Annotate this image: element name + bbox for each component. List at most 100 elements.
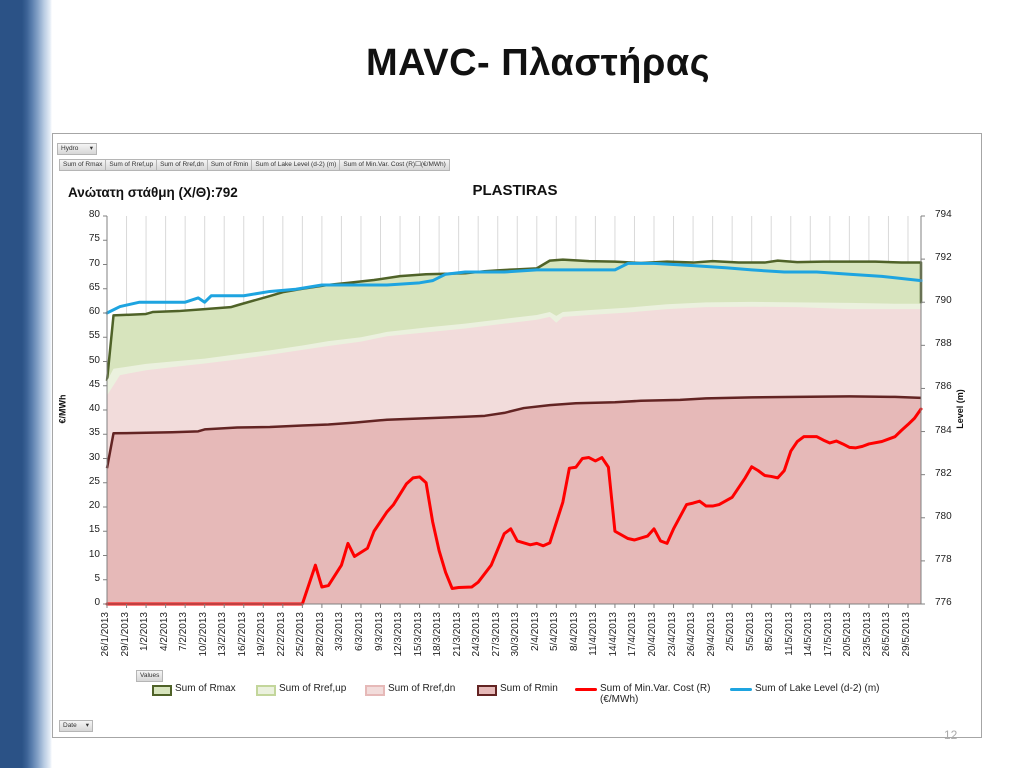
max-level-caption: Ανώτατη στάθμη (Χ/Θ):792 bbox=[68, 185, 238, 200]
y2-tick-label: 794 bbox=[935, 209, 952, 220]
x-tick-label: 24/3/2013 bbox=[471, 612, 483, 657]
legend-label: Sum of Rref,up bbox=[279, 683, 347, 694]
x-tick-label: 20/5/2013 bbox=[842, 612, 854, 657]
x-tick-label: 17/5/2013 bbox=[822, 612, 834, 657]
pivot-field-2[interactable]: Sum of Rref,dn bbox=[156, 159, 207, 171]
legend-label: Sum of Rref,dn bbox=[388, 683, 456, 694]
y-tick-label: 55 bbox=[88, 330, 100, 342]
y-tick-label: 5 bbox=[94, 572, 100, 584]
pivot-field-4[interactable]: Sum of Lake Level (d-2) (m) bbox=[251, 159, 340, 171]
slide-title: MAVC- Πλαστήρας bbox=[365, 42, 711, 84]
y-tick-label: 50 bbox=[88, 354, 100, 366]
slide-side-stripe bbox=[0, 0, 52, 768]
y2-tick-label: 780 bbox=[935, 510, 952, 522]
legend-item: Sum of Min.Var. Cost (R) (€/MWh) bbox=[575, 683, 710, 705]
legend-item: Sum of Rmin bbox=[477, 683, 558, 696]
legend-swatch bbox=[152, 685, 172, 696]
x-tick-label: 29/1/2013 bbox=[119, 612, 131, 657]
y-tick-label: 65 bbox=[88, 281, 100, 293]
x-tick-label: 25/2/2013 bbox=[295, 612, 307, 657]
x-tick-label: 29/4/2013 bbox=[705, 612, 717, 657]
x-tick-label: 22/2/2013 bbox=[275, 612, 287, 657]
x-tick-label: 5/5/2013 bbox=[744, 612, 756, 651]
y-tick-label: 70 bbox=[88, 257, 100, 269]
values-button[interactable]: Values bbox=[136, 670, 164, 682]
x-tick-label: 7/2/2013 bbox=[178, 612, 190, 651]
y-tick-label: 75 bbox=[88, 233, 100, 245]
area-outline-0 bbox=[105, 258, 923, 382]
x-tick-label: 8/5/2013 bbox=[764, 612, 776, 651]
pivot-field-1[interactable]: Sum of Rref,up bbox=[105, 159, 157, 171]
y-tick-label: 0 bbox=[94, 597, 100, 608]
y2-tick-label: 782 bbox=[935, 467, 952, 479]
y2-tick-label: 792 bbox=[935, 252, 952, 264]
x-tick-label: 14/5/2013 bbox=[803, 612, 815, 657]
x-tick-label: 8/4/2013 bbox=[568, 612, 580, 651]
legend-label: Sum of Rmax bbox=[175, 683, 236, 694]
x-tick-label: 23/4/2013 bbox=[666, 612, 678, 657]
y-tick-label: 20 bbox=[88, 500, 100, 511]
y2-tick-label: 784 bbox=[935, 424, 952, 436]
area-outline-3 bbox=[105, 395, 922, 469]
pivot-field-5[interactable]: Sum of Min.Var. Cost (R)☐(€/MWh) bbox=[339, 159, 450, 171]
x-tick-label: 11/5/2013 bbox=[783, 612, 795, 656]
y2-tick-label: 786 bbox=[935, 381, 952, 393]
legend-item: Sum of Rref,dn bbox=[365, 683, 455, 696]
pivot-field-0[interactable]: Sum of Rmax bbox=[59, 159, 106, 171]
x-tick-label: 5/4/2013 bbox=[549, 612, 561, 651]
x-tick-label: 4/2/2013 bbox=[158, 612, 170, 651]
x-tick-label: 11/4/2013 bbox=[588, 612, 600, 656]
filter-dropdown-icon: ▾ bbox=[89, 145, 93, 152]
date-axis-button[interactable]: Date ▾ bbox=[59, 720, 93, 732]
x-tick-label: 3/3/2013 bbox=[334, 612, 346, 651]
date-axis-label: Date bbox=[63, 722, 77, 729]
x-tick-label: 30/3/2013 bbox=[510, 612, 522, 657]
pivot-field-3[interactable]: Sum of Rmin bbox=[206, 159, 252, 171]
x-tick-label: 1/2/2013 bbox=[139, 612, 151, 651]
x-tick-label: 14/4/2013 bbox=[607, 612, 619, 657]
legend-swatch bbox=[365, 685, 385, 696]
legend-label: Sum of Rmin bbox=[500, 683, 558, 694]
x-tick-label: 28/2/2013 bbox=[314, 612, 326, 657]
x-tick-label: 29/5/2013 bbox=[900, 612, 912, 657]
legend-item: Sum of Lake Level (d-2) (m) bbox=[730, 683, 880, 694]
page-number: 12 bbox=[944, 728, 958, 742]
hydro-filter-label: Hydro bbox=[61, 145, 79, 152]
y-tick-label: 10 bbox=[88, 548, 100, 560]
x-tick-label: 21/3/2013 bbox=[451, 612, 463, 657]
series-line-0 bbox=[105, 407, 923, 606]
y2-tick-label: 788 bbox=[935, 338, 952, 350]
hydro-filter-button[interactable]: Hydro ▾ bbox=[57, 143, 97, 155]
y-tick-label: 25 bbox=[88, 475, 100, 487]
x-tick-label: 6/3/2013 bbox=[353, 612, 365, 651]
y2-tick-label: 776 bbox=[935, 597, 952, 608]
x-tick-label: 18/3/2013 bbox=[432, 612, 444, 657]
area-fill-3 bbox=[107, 396, 921, 604]
legend-item: Sum of Rref,up bbox=[256, 683, 346, 696]
x-tick-label: 2/4/2013 bbox=[529, 612, 541, 651]
x-tick-label: 23/5/2013 bbox=[861, 612, 873, 657]
x-tick-label: 26/5/2013 bbox=[881, 612, 893, 657]
y-tick-label: 40 bbox=[88, 403, 100, 414]
x-tick-label: 27/3/2013 bbox=[490, 612, 502, 657]
x-tick-label: 26/4/2013 bbox=[686, 612, 698, 657]
x-tick-label: 9/3/2013 bbox=[373, 612, 385, 651]
y-tick-label: 15 bbox=[88, 524, 100, 536]
x-tick-label: 10/2/2013 bbox=[197, 612, 209, 657]
x-tick-label: 20/4/2013 bbox=[647, 612, 658, 657]
pivot-value-fields: Sum of Rmax Sum of Rref,up Sum of Rref,dn S… bbox=[59, 159, 450, 171]
x-tick-label: 2/5/2013 bbox=[725, 612, 737, 651]
y-tick-label: 45 bbox=[88, 378, 100, 390]
x-tick-label: 13/2/2013 bbox=[217, 612, 229, 657]
y2-tick-label: 778 bbox=[935, 553, 952, 565]
series-line-1 bbox=[105, 261, 923, 315]
y-tick-label: 80 bbox=[88, 209, 100, 220]
legend-item: Sum of Rmax bbox=[152, 683, 236, 696]
legend-swatch bbox=[575, 688, 597, 691]
x-tick-label: 15/3/2013 bbox=[412, 612, 424, 657]
x-tick-label: 12/3/2013 bbox=[393, 612, 405, 657]
y-tick-label: 30 bbox=[88, 451, 100, 463]
legend-label: Sum of Lake Level (d-2) (m) bbox=[755, 683, 880, 694]
y-tick-label: 60 bbox=[88, 306, 100, 317]
